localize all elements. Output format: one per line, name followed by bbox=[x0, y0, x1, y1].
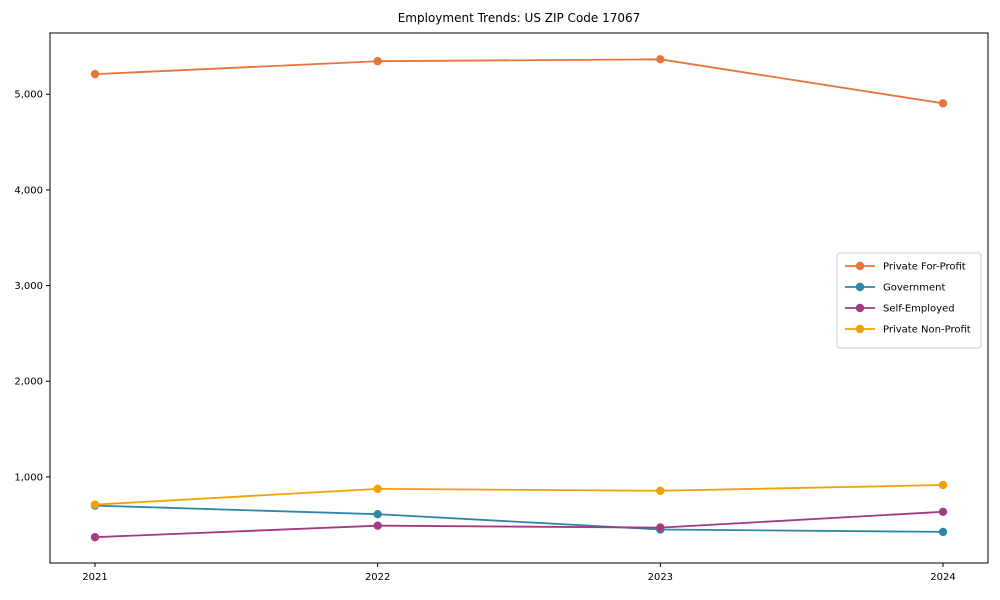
legend-entry: Private For-Profit bbox=[845, 262, 966, 273]
data-point-marker bbox=[373, 484, 382, 494]
chart-title: Employment Trends: US ZIP Code 17067 bbox=[397, 11, 641, 25]
legend-label: Private For-Profit bbox=[883, 262, 966, 273]
series-line-private-non-profit bbox=[94, 484, 944, 506]
series-line-private-for-profit bbox=[94, 58, 944, 105]
series-line-government bbox=[94, 504, 944, 533]
legend-label: Government bbox=[883, 283, 945, 294]
data-point-marker bbox=[938, 480, 948, 490]
data-point-marker bbox=[90, 69, 100, 79]
legend-marker bbox=[855, 303, 865, 313]
data-point-marker bbox=[938, 99, 948, 108]
legend-marker bbox=[855, 282, 865, 292]
x-tick-label: 2024 bbox=[930, 572, 955, 583]
data-point-marker bbox=[90, 532, 100, 542]
legend-label: Private Non-Profit bbox=[883, 325, 971, 336]
series-line-self-employed bbox=[94, 510, 944, 539]
legend-marker bbox=[855, 324, 865, 334]
y-tick-label: 5,000 bbox=[14, 90, 43, 101]
plot-area-border bbox=[49, 32, 989, 564]
data-point-marker bbox=[656, 55, 665, 64]
legend-marker bbox=[855, 261, 865, 271]
legend-entry: Private Non-Profit bbox=[845, 325, 971, 336]
data-point-marker bbox=[90, 500, 100, 509]
x-tick-label: 2022 bbox=[365, 572, 390, 583]
y-tick-label: 2,000 bbox=[14, 377, 43, 388]
y-tick-label: 1,000 bbox=[14, 472, 43, 483]
legend-entry: Government bbox=[845, 283, 945, 294]
data-point-marker bbox=[938, 527, 948, 537]
data-point-marker bbox=[656, 486, 665, 495]
legend-entry: Self-Employed bbox=[845, 304, 955, 315]
data-point-marker bbox=[373, 510, 382, 519]
legend-box bbox=[836, 252, 982, 349]
x-tick-label: 2023 bbox=[648, 572, 673, 583]
data-point-marker bbox=[656, 523, 665, 532]
legend-label: Self-Employed bbox=[883, 304, 955, 315]
y-tick-label: 4,000 bbox=[14, 185, 43, 196]
x-tick-label: 2021 bbox=[82, 572, 107, 583]
data-point-marker bbox=[938, 507, 948, 517]
y-tick-label: 3,000 bbox=[14, 281, 43, 292]
data-point-marker bbox=[373, 521, 382, 530]
data-point-marker bbox=[373, 57, 382, 66]
